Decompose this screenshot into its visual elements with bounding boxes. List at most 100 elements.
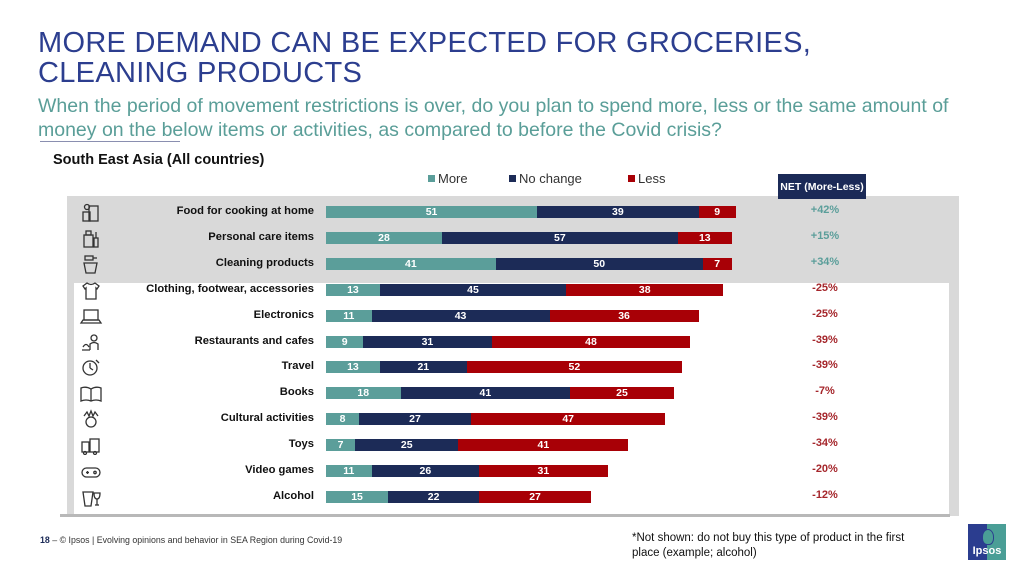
data-label: 47 bbox=[562, 413, 575, 426]
bar-segment-more: 28 bbox=[326, 231, 442, 244]
chart-row: Personal care items 28 57 13 +15% bbox=[0, 226, 1024, 250]
bar-segment-no-change: 31 bbox=[363, 335, 492, 348]
net-value: +15% bbox=[810, 229, 840, 242]
category-label: Video games bbox=[245, 464, 314, 476]
chart-row: Books 18 41 25 -7% bbox=[0, 381, 1024, 405]
laptop-icon bbox=[79, 306, 103, 326]
data-label: 39 bbox=[612, 206, 624, 218]
question-subtitle: When the period of movement restrictions… bbox=[38, 95, 949, 141]
legend-label: More bbox=[438, 171, 468, 186]
category-label: Travel bbox=[281, 360, 314, 373]
shirt-icon bbox=[79, 280, 103, 300]
bar-segment-more: 8 bbox=[326, 413, 360, 426]
net-column-header: NET (More-Less) bbox=[778, 174, 866, 199]
data-label: 57 bbox=[554, 231, 566, 244]
category-label: Clothing, footwear, accessories bbox=[146, 282, 314, 295]
data-label: 11 bbox=[343, 309, 355, 322]
legend-item-no-change: No change bbox=[509, 171, 582, 186]
chef-restaurant-icon bbox=[79, 332, 103, 352]
category-label: Electronics bbox=[253, 308, 314, 321]
data-label: 41 bbox=[537, 439, 550, 452]
legend-swatch-no-change bbox=[509, 175, 516, 182]
bar-segment-less: 41 bbox=[458, 439, 629, 452]
bar-segment-less: 48 bbox=[491, 335, 691, 348]
data-label: 28 bbox=[378, 231, 390, 244]
chart-row: Electronics 11 43 36 -25% bbox=[0, 304, 1024, 328]
page-title: MORE DEMAND CAN BE EXPECTED FOR GROCERIE… bbox=[38, 28, 811, 88]
data-label: 26 bbox=[419, 465, 432, 477]
legend-item-less: Less bbox=[628, 171, 665, 186]
data-label: 13 bbox=[347, 361, 359, 374]
data-label: 27 bbox=[409, 413, 421, 426]
bar-segment-more: 11 bbox=[326, 465, 372, 477]
data-label: 31 bbox=[537, 465, 550, 477]
gamepad-icon bbox=[79, 461, 103, 481]
footer-text: 18 – © Ipsos | Evolving opinions and beh… bbox=[40, 535, 342, 545]
bar-segment-less: 47 bbox=[470, 413, 666, 426]
bar-segment-no-change: 50 bbox=[495, 257, 703, 270]
category-label: Toys bbox=[288, 438, 314, 451]
bar-segment-more: 11 bbox=[326, 309, 372, 322]
legend-label: No change bbox=[519, 171, 582, 186]
chart-row: Cultural activities 8 27 47 -39% bbox=[0, 407, 1024, 431]
divider bbox=[60, 514, 950, 517]
category-label: Alcohol bbox=[272, 489, 314, 502]
bar-segment-no-change: 39 bbox=[537, 206, 699, 218]
bar-segment-less: 27 bbox=[479, 490, 591, 503]
chart-title: South East Asia (All countries) bbox=[53, 152, 265, 168]
legend-swatch-more bbox=[428, 175, 435, 182]
book-icon bbox=[79, 383, 103, 403]
travel-clock-icon bbox=[79, 357, 103, 377]
subtitle-underline bbox=[40, 141, 180, 142]
logo-text: Ipsos bbox=[972, 545, 1002, 557]
bar-segment-no-change: 26 bbox=[371, 465, 480, 477]
bar-segment-less: 7 bbox=[702, 257, 732, 270]
bar-segment-more: 13 bbox=[326, 361, 380, 374]
title-line-2: CLEANING PRODUCTS bbox=[38, 57, 363, 89]
legend-item-more: More bbox=[428, 171, 468, 186]
cultural-mask-icon bbox=[79, 409, 103, 429]
drinks-icon bbox=[79, 487, 103, 507]
cleaning-bucket-icon bbox=[79, 254, 103, 274]
data-label: 9 bbox=[714, 206, 721, 218]
category-label: Food for cooking at home bbox=[176, 205, 314, 217]
data-label: 52 bbox=[568, 361, 581, 374]
bar-segment-no-change: 27 bbox=[359, 413, 471, 426]
data-label: 45 bbox=[467, 283, 479, 296]
bar-segment-more: 51 bbox=[326, 206, 538, 218]
data-label: 13 bbox=[698, 231, 711, 244]
data-label: 51 bbox=[425, 206, 438, 218]
net-value: -20% bbox=[812, 463, 838, 475]
net-value: -39% bbox=[812, 333, 838, 346]
logo-head-icon bbox=[982, 529, 994, 545]
net-value: -25% bbox=[812, 307, 838, 320]
footnote: *Not shown: do not buy this type of prod… bbox=[632, 532, 905, 559]
data-label: 7 bbox=[337, 439, 344, 452]
data-label: 15 bbox=[351, 490, 363, 503]
personal-care-icon bbox=[79, 228, 103, 248]
category-label: Restaurants and cafes bbox=[194, 334, 314, 347]
bar-segment-no-change: 45 bbox=[379, 283, 567, 296]
bar-segment-more: 18 bbox=[326, 387, 401, 400]
bar-segment-less: 13 bbox=[677, 231, 732, 244]
chart-row: Toys 7 25 41 -34% bbox=[0, 433, 1024, 457]
category-label: Cleaning products bbox=[215, 256, 314, 269]
data-label: 21 bbox=[417, 361, 430, 374]
net-value: -34% bbox=[812, 437, 838, 450]
grocery-bag-icon bbox=[79, 202, 103, 222]
bar-segment-less: 38 bbox=[566, 283, 724, 296]
ipsos-logo: Ipsos bbox=[968, 524, 1006, 560]
net-value: -39% bbox=[812, 411, 838, 424]
bar-segment-more: 41 bbox=[326, 257, 496, 270]
category-label: Cultural activities bbox=[220, 412, 314, 425]
bar-segment-no-change: 41 bbox=[400, 387, 571, 400]
chart-row: Video games 11 26 31 -20% bbox=[0, 459, 1024, 483]
data-label: 7 bbox=[714, 257, 721, 270]
data-label: 25 bbox=[400, 439, 413, 452]
data-label: 31 bbox=[421, 335, 434, 348]
data-label: 48 bbox=[585, 335, 597, 348]
bar-segment-less: 52 bbox=[466, 361, 683, 374]
data-label: 38 bbox=[638, 283, 651, 296]
bar-segment-more: 15 bbox=[326, 490, 389, 503]
chart-row: Food for cooking at home 51 39 9 +42% bbox=[0, 200, 1024, 224]
